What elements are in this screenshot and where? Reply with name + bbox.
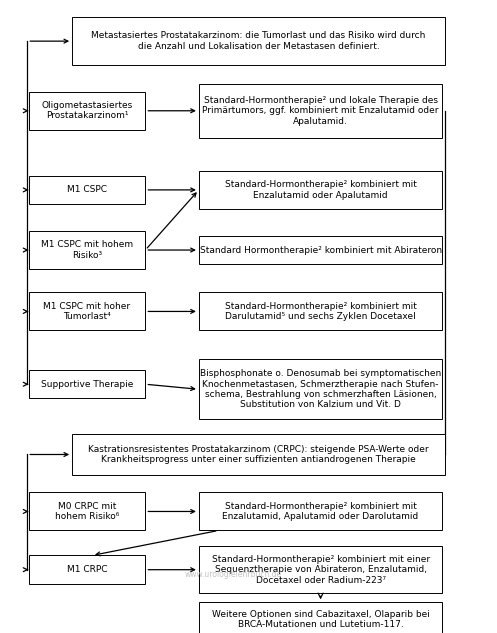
FancyBboxPatch shape (28, 231, 146, 269)
Text: Weitere Optionen sind Cabazitaxel, Olaparib bei
BRCA-Mutationen und Lutetium-117: Weitere Optionen sind Cabazitaxel, Olapa… (212, 610, 429, 629)
Text: M1 CSPC mit hoher
Tumorlast⁴: M1 CSPC mit hoher Tumorlast⁴ (43, 302, 131, 321)
FancyBboxPatch shape (199, 492, 442, 530)
Text: Standard-Hormontherapie² kombiniert mit einer
Sequenztherapie von Abirateron, En: Standard-Hormontherapie² kombiniert mit … (212, 555, 429, 585)
FancyBboxPatch shape (28, 370, 146, 399)
Text: Supportive Therapie: Supportive Therapie (41, 380, 133, 389)
Text: Standard-Hormontherapie² kombiniert mit
Enzalutamid, Apalutamid oder Darolutamid: Standard-Hormontherapie² kombiniert mit … (223, 502, 418, 521)
Text: Bisphosphonate o. Denosumab bei symptomatischen
Knochenmetastasen, Schmerztherap: Bisphosphonate o. Denosumab bei symptoma… (200, 369, 441, 410)
Text: M1 CSPC: M1 CSPC (67, 185, 107, 194)
FancyBboxPatch shape (28, 292, 146, 330)
FancyBboxPatch shape (28, 492, 146, 530)
Text: Oligometastasiertes
Prostatakarzinom¹: Oligometastasiertes Prostatakarzinom¹ (41, 101, 133, 120)
FancyBboxPatch shape (199, 360, 442, 419)
FancyBboxPatch shape (28, 175, 146, 204)
FancyBboxPatch shape (199, 171, 442, 209)
FancyBboxPatch shape (72, 434, 445, 475)
Text: Standard Hormontherapie² kombiniert mit Abirateron: Standard Hormontherapie² kombiniert mit … (199, 246, 442, 254)
FancyBboxPatch shape (199, 292, 442, 330)
Text: Standard-Hormontherapie² kombiniert mit
Enzalutamid oder Apalutamid: Standard-Hormontherapie² kombiniert mit … (225, 180, 416, 199)
Text: M1 CRPC: M1 CRPC (67, 565, 107, 574)
Text: www.urologielehrbuch.de: www.urologielehrbuch.de (185, 570, 282, 579)
FancyBboxPatch shape (72, 18, 445, 65)
FancyBboxPatch shape (199, 235, 442, 265)
Text: Metastasiertes Prostatakarzinom: die Tumorlast und das Risiko wird durch
die Anz: Metastasiertes Prostatakarzinom: die Tum… (91, 32, 425, 51)
Text: Kastrationsresistentes Prostatakarzinom (CRPC): steigende PSA-Werte oder
Krankhe: Kastrationsresistentes Prostatakarzinom … (88, 445, 429, 464)
Text: Standard-Hormontherapie² und lokale Therapie des
Primärtumors, ggf. kombiniert m: Standard-Hormontherapie² und lokale Ther… (202, 96, 439, 126)
FancyBboxPatch shape (199, 84, 442, 138)
FancyBboxPatch shape (28, 92, 146, 130)
FancyBboxPatch shape (199, 546, 442, 594)
Text: M0 CRPC mit
hohem Risiko⁶: M0 CRPC mit hohem Risiko⁶ (55, 502, 119, 521)
Text: M1 CSPC mit hohem
Risiko³: M1 CSPC mit hohem Risiko³ (41, 241, 133, 260)
FancyBboxPatch shape (199, 603, 442, 633)
FancyBboxPatch shape (28, 556, 146, 584)
Text: Standard-Hormontherapie² kombiniert mit
Darulutamid⁵ und sechs Zyklen Docetaxel: Standard-Hormontherapie² kombiniert mit … (225, 302, 416, 321)
